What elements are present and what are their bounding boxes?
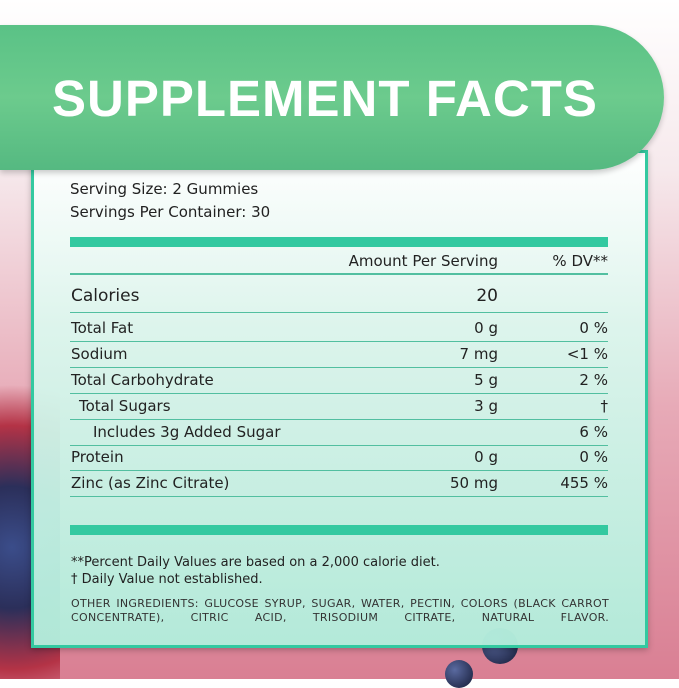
nutrient-name: Includes 3g Added Sugar	[93, 423, 281, 441]
top-divider-bar	[70, 237, 608, 247]
nutrient-name: Total Carbohydrate	[71, 371, 214, 389]
row-divider	[70, 419, 608, 420]
row-divider	[70, 393, 608, 394]
title-banner: SUPPLEMENT FACTS	[0, 25, 664, 170]
dv-header: % DV**	[552, 252, 608, 270]
footnote-dv: **Percent Daily Values are based on a 2,…	[71, 555, 440, 570]
nutrient-dv: 2 %	[579, 371, 608, 389]
amount-header: Amount Per Serving	[348, 252, 498, 270]
nutrient-name: Total Sugars	[79, 397, 171, 415]
nutrient-dv: 455 %	[560, 474, 608, 492]
nutrient-dv: †	[600, 397, 609, 415]
row-divider	[70, 367, 608, 368]
blueberry-image	[445, 660, 473, 688]
nutrient-name: Zinc (as Zinc Citrate)	[71, 474, 230, 492]
row-divider	[70, 312, 608, 313]
nutrient-amount: 20	[476, 286, 498, 306]
supplement-facts-panel	[31, 150, 648, 648]
nutrient-dv: 6 %	[579, 423, 608, 441]
nutrient-name: Total Fat	[71, 319, 134, 337]
serving-size: Serving Size: 2 Gummies	[70, 180, 259, 198]
nutrient-dv: <1 %	[566, 345, 608, 363]
row-divider	[70, 341, 608, 342]
row-divider	[70, 470, 608, 471]
nutrient-name: Calories	[71, 286, 140, 306]
nutrient-amount: 3 g	[474, 397, 498, 415]
bottom-divider-bar	[70, 525, 608, 535]
row-divider	[70, 496, 608, 497]
nutrient-amount: 50 mg	[450, 474, 498, 492]
page-title: SUPPLEMENT FACTS	[52, 70, 598, 127]
footnote-dagger: † Daily Value not established.	[71, 572, 263, 587]
nutrient-name: Protein	[71, 448, 124, 466]
nutrient-dv: 0 %	[579, 319, 608, 337]
row-divider	[70, 445, 608, 446]
nutrient-name: Sodium	[71, 345, 128, 363]
servings-per-container: Servings Per Container: 30	[70, 203, 271, 221]
divider	[70, 273, 608, 275]
nutrient-amount: 5 g	[474, 371, 498, 389]
nutrient-dv: 0 %	[579, 448, 608, 466]
nutrient-amount: 0 g	[474, 319, 498, 337]
nutrient-amount: 0 g	[474, 448, 498, 466]
nutrient-amount: 7 mg	[459, 345, 498, 363]
other-ingredients: OTHER INGREDIENTS: GLUCOSE SYRUP, SUGAR,…	[71, 597, 609, 624]
